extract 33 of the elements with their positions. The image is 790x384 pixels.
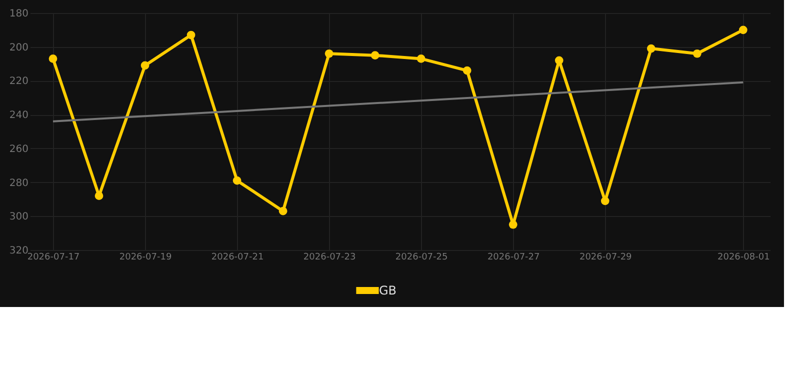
point [186,30,196,40]
point [278,206,288,216]
y-tick-label: 300 [9,212,28,223]
point [324,49,334,58]
x-tick-label: 2026-08-01 [718,252,770,262]
y-tick-label: 220 [9,76,28,88]
point [554,56,564,65]
y-tick-label: 260 [9,144,28,155]
point [416,54,426,63]
y-tick-label: 200 [9,42,28,54]
point [48,54,58,63]
legend-label: GB [379,284,397,298]
x-tick-label: 2026-07-21 [211,252,264,262]
x-tick-label: 2026-07-19 [119,252,172,262]
y-tick-label: 180 [9,8,28,20]
x-tick-label: 2026-07-27 [487,252,540,262]
y-tick-label: 240 [9,110,28,122]
x-tick-label: 2026-07-17 [27,252,80,262]
point [600,196,610,206]
point [232,176,242,185]
point [370,51,380,60]
point [140,61,150,70]
point [646,44,656,53]
x-tick-label: 2026-07-29 [579,252,632,262]
y-tick-label: 320 [9,246,28,256]
y-tick-label: 280 [9,178,28,189]
x-tick-label: 2026-07-23 [303,252,356,262]
point [94,192,104,200]
point [738,26,748,34]
point [462,66,472,75]
point [692,49,702,58]
point [508,220,518,229]
x-tick-label: 2026-07-25 [395,252,448,262]
